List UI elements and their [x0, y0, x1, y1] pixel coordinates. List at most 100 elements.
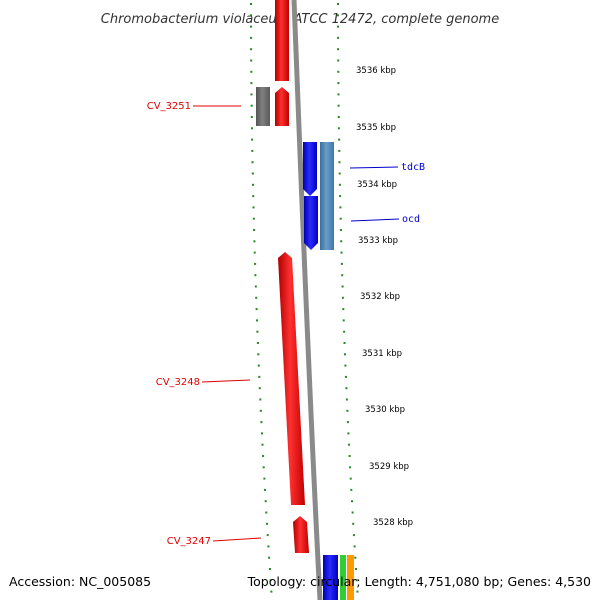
- genome-backbone: [291, 0, 323, 600]
- tick-mark: [339, 195, 342, 198]
- gene-label-tdcB[interactable]: tdcB: [401, 162, 425, 173]
- tick-mark: [269, 579, 272, 582]
- gene-feature-bottom-blue[interactable]: [323, 555, 338, 600]
- tick-mark: [337, 116, 340, 118]
- label-leader: [212, 537, 262, 542]
- tick-mark: [355, 579, 358, 582]
- tick-mark: [337, 70, 340, 73]
- scale-label: 3530 kbp: [365, 405, 405, 415]
- tick-mark: [340, 262, 343, 265]
- tick-mark: [344, 375, 347, 378]
- tick-mark: [339, 206, 342, 209]
- tick-mark: [345, 387, 348, 390]
- gene-feature-steelblue[interactable]: [320, 142, 334, 250]
- tick-mark: [253, 229, 256, 231]
- tick-mark: [344, 353, 346, 356]
- gene-feature-bottom-orange[interactable]: [347, 555, 354, 600]
- scale-labels: 3536 kbp 3535 kbp 3534 kbp 3533 kbp 3532…: [356, 66, 413, 528]
- gene-feature-CV_3247[interactable]: [293, 516, 309, 553]
- gene-label-CV_3248[interactable]: CV_3248: [156, 377, 200, 388]
- tick-mark: [254, 285, 257, 288]
- tick-mark: [353, 545, 356, 548]
- gene-feature-CV_3251[interactable]: [275, 87, 289, 126]
- tick-mark: [339, 229, 342, 231]
- tick-mark: [337, 82, 340, 85]
- tick-mark: [251, 127, 253, 130]
- tick-mark: [338, 172, 341, 175]
- tick-mark: [355, 568, 357, 570]
- tick-mark: [258, 375, 261, 378]
- tick-mark: [258, 387, 261, 390]
- tick-mark: [348, 443, 350, 446]
- tick-mark: [257, 353, 260, 356]
- tick-mark: [346, 421, 349, 424]
- label-leader: [201, 379, 251, 383]
- tick-mark: [251, 172, 254, 175]
- tick-mark: [349, 466, 352, 469]
- gene-feature-CV_3248[interactable]: [278, 252, 305, 505]
- tick-mark: [268, 556, 271, 559]
- tick-mark: [252, 195, 255, 198]
- scale-label: 3528 kbp: [373, 518, 413, 528]
- tick-mark: [351, 500, 353, 503]
- tick-mark: [250, 116, 253, 118]
- tick-mark: [343, 342, 346, 344]
- tick-mark: [252, 183, 254, 186]
- gene-feature-top[interactable]: [275, 0, 289, 81]
- gene-feature-grey[interactable]: [256, 87, 270, 126]
- tick-mark: [262, 466, 265, 469]
- tick-mark: [349, 477, 352, 480]
- gene-label-CV_3247[interactable]: CV_3247: [167, 536, 211, 547]
- tick-mark: [340, 251, 343, 254]
- map-title: Chromobacterium violaceum ATCC 12472, co…: [101, 12, 499, 27]
- tick-mark: [264, 500, 267, 503]
- tick-mark: [250, 82, 253, 85]
- reverse-features: [303, 142, 354, 600]
- tick-mark: [254, 274, 257, 277]
- tick-mark: [337, 48, 340, 51]
- tick-mark: [338, 183, 341, 186]
- tick-mark: [356, 590, 359, 593]
- tick-mark: [256, 319, 258, 322]
- accession-text: Accession: NC_005085: [9, 574, 151, 589]
- tick-mark: [256, 342, 259, 344]
- gene-feature-bottom-green[interactable]: [340, 555, 346, 600]
- tick-mark: [250, 59, 253, 62]
- gene-feature-ocd[interactable]: [304, 196, 318, 250]
- tick-mark: [347, 432, 350, 435]
- tick-mark: [351, 511, 354, 514]
- tick-mark: [250, 70, 253, 73]
- tick-mark: [266, 522, 268, 525]
- dotted-right-ring: [337, 3, 359, 593]
- tick-mark: [342, 319, 345, 322]
- tick-mark: [251, 161, 254, 164]
- tick-mark: [338, 149, 341, 152]
- tick-mark: [252, 217, 255, 220]
- tick-mark: [341, 285, 344, 288]
- scale-label: 3529 kbp: [369, 462, 409, 472]
- tick-mark: [343, 330, 346, 333]
- tick-mark: [251, 149, 254, 152]
- tick-mark: [252, 206, 255, 209]
- tick-mark: [255, 296, 258, 299]
- gene-feature-tdcB[interactable]: [303, 142, 317, 196]
- label-leader: [350, 218, 400, 222]
- tick-mark: [265, 511, 268, 514]
- tick-mark: [250, 25, 252, 28]
- tick-mark: [337, 36, 340, 39]
- tick-mark: [337, 59, 340, 62]
- gene-label-CV_3251[interactable]: CV_3251: [147, 101, 191, 112]
- tick-mark: [350, 488, 353, 491]
- tick-mark: [345, 398, 348, 401]
- tick-mark: [250, 14, 252, 17]
- tick-mark: [251, 138, 254, 141]
- tick-mark: [267, 545, 270, 548]
- tick-mark: [261, 432, 263, 435]
- tick-mark: [253, 251, 256, 254]
- gene-label-ocd[interactable]: ocd: [402, 214, 420, 225]
- tick-mark: [250, 93, 253, 96]
- tick-mark: [266, 534, 269, 537]
- tick-mark: [263, 477, 266, 480]
- dotted-left-ring: [250, 3, 273, 593]
